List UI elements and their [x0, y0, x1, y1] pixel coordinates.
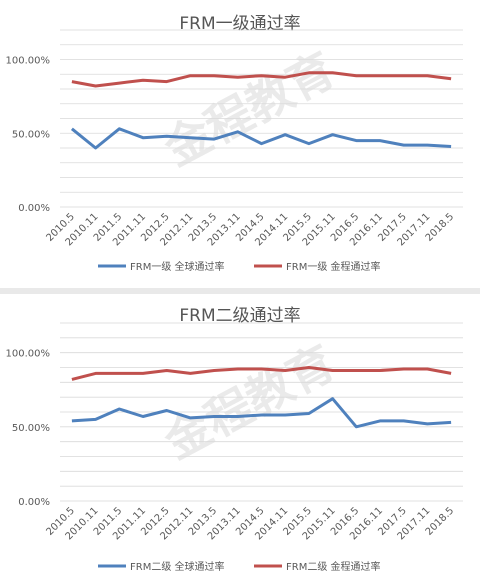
- legend: FRM一级 全球通过率 FRM一级 金程通过率: [98, 260, 381, 273]
- series-line-1: [71, 366, 452, 381]
- panel-separator: [0, 288, 480, 294]
- watermark: 金程教育: [155, 42, 344, 177]
- legend-label: FRM二级 全球通过率: [130, 560, 225, 573]
- y-tick-label: 0.00%: [18, 203, 50, 214]
- series-line-0: [70, 127, 452, 150]
- y-tick-label: 50.00%: [12, 423, 50, 434]
- legend: FRM二级 全球通过率 FRM二级 金程通过率: [98, 560, 381, 573]
- chart-title: FRM二级通过率: [179, 306, 300, 326]
- legend-label: FRM一级 金程通过率: [286, 260, 381, 273]
- legend-label: FRM二级 金程通过率: [286, 560, 381, 573]
- y-tick-label: 100.00%: [6, 56, 51, 67]
- y-tick-label: 100.00%: [6, 349, 51, 360]
- y-tick-label: 50.00%: [12, 129, 50, 140]
- series-line-1: [71, 71, 452, 88]
- chart-title: FRM一级通过率: [179, 14, 300, 34]
- chart-panel-level1: FRM一级通过率 金程教育 0.00% 50.00% 100.00% 2010.5 2010…: [0, 0, 480, 288]
- legend-label: FRM一级 全球通过率: [130, 260, 225, 273]
- series-line-0: [71, 397, 452, 429]
- chart-level1: FRM一级通过率金程教育0.00%50.00%100.00%2010.52010…: [6, 14, 463, 273]
- chart-level2: FRM二级通过率金程教育0.00%50.00%100.00%2010.52010…: [6, 306, 463, 573]
- watermark: 金程教育: [155, 335, 344, 470]
- y-tick-label: 0.00%: [18, 497, 50, 508]
- chart-panel-level2: FRM二级通过率 金程教育 0.00% 50.00% 100.00% 2010.5 2010…: [0, 294, 480, 585]
- gridlines: [60, 322, 463, 502]
